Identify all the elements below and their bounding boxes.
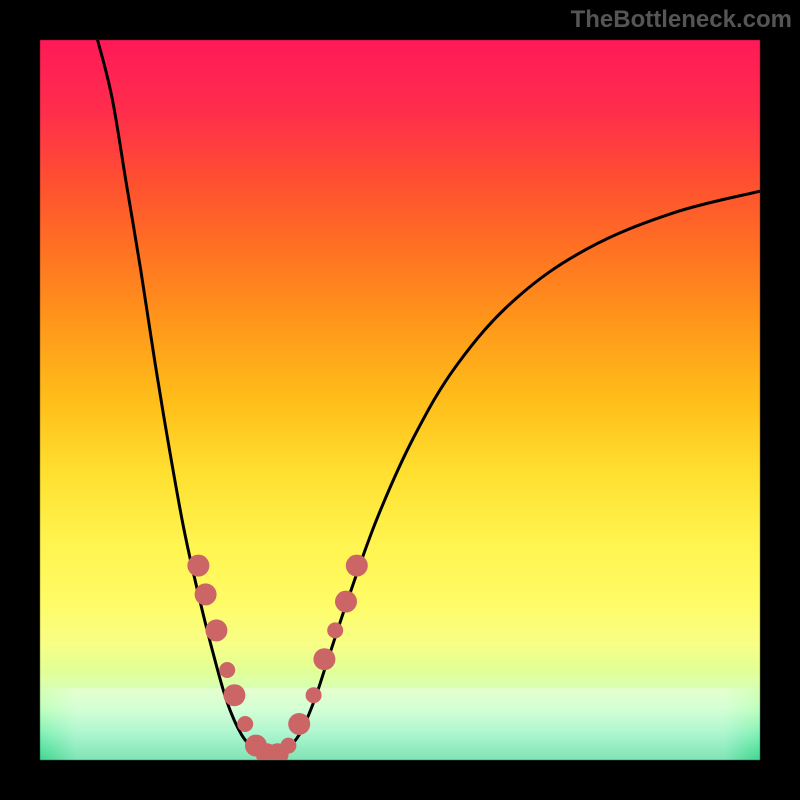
data-marker [205,619,227,641]
data-marker [223,684,245,706]
data-marker [346,555,368,577]
data-marker [335,591,357,613]
plot-svg [0,0,800,800]
data-marker [288,713,310,735]
watermark-text: TheBottleneck.com [571,6,792,34]
data-marker [237,716,253,732]
data-marker [195,583,217,605]
data-marker [280,738,296,754]
chart-container: TheBottleneck.com [0,0,800,800]
data-marker [327,622,343,638]
data-marker [187,555,209,577]
data-marker [219,662,235,678]
data-marker [306,687,322,703]
data-marker [313,648,335,670]
v-curve [98,40,760,756]
